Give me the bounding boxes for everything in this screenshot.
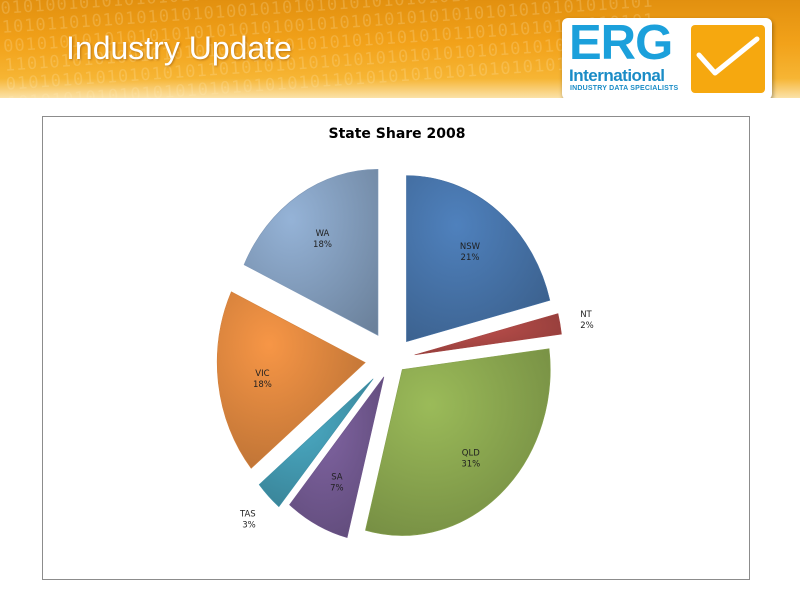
slide-title: Industry Update: [66, 30, 292, 66]
slide-header: 0101001010101010101010101001010101011010…: [0, 0, 800, 98]
pie-slice-nt: [414, 313, 562, 356]
slice-percent-nsw: 21%: [461, 253, 480, 263]
slice-label-sa: SA: [331, 472, 343, 482]
erg-logo: ERG International INDUSTRY DATA SPECIALI…: [562, 16, 772, 98]
slice-label-wa: WA: [316, 229, 330, 239]
chart-title: State Share 2008: [328, 126, 466, 142]
pie-slice-vic: [216, 291, 366, 469]
slice-label-nt: NT: [580, 310, 592, 320]
slice-percent-tas: 3%: [242, 520, 256, 530]
pie-slice-sa: [289, 376, 385, 538]
pie-slice-tas: [258, 378, 374, 508]
slice-percent-nt: 2%: [580, 321, 594, 331]
envelope-check-icon: [691, 25, 765, 93]
slice-percent-sa: 7%: [330, 483, 344, 493]
slice-label-vic: VIC: [255, 369, 269, 379]
slice-percent-qld: 31%: [461, 460, 480, 470]
pie-slice-nsw: [406, 175, 551, 343]
logo-international: International: [569, 66, 665, 85]
slice-percent-vic: 18%: [253, 380, 272, 390]
pie-slice-qld: [365, 348, 551, 536]
slice-label-tas: TAS: [239, 509, 256, 519]
slice-percent-wa: 18%: [313, 240, 332, 250]
logo-tagline: INDUSTRY DATA SPECIALISTS: [570, 85, 679, 92]
logo-wordmark: ERG: [569, 16, 673, 70]
chart-area: State Share 2008 NSW 21% NT 2% QLD 31% SA 7% TAS…: [42, 116, 750, 580]
slice-label-qld: QLD: [462, 449, 480, 459]
pie-slice-wa: [243, 169, 379, 336]
slice-label-nsw: NSW: [460, 242, 481, 252]
